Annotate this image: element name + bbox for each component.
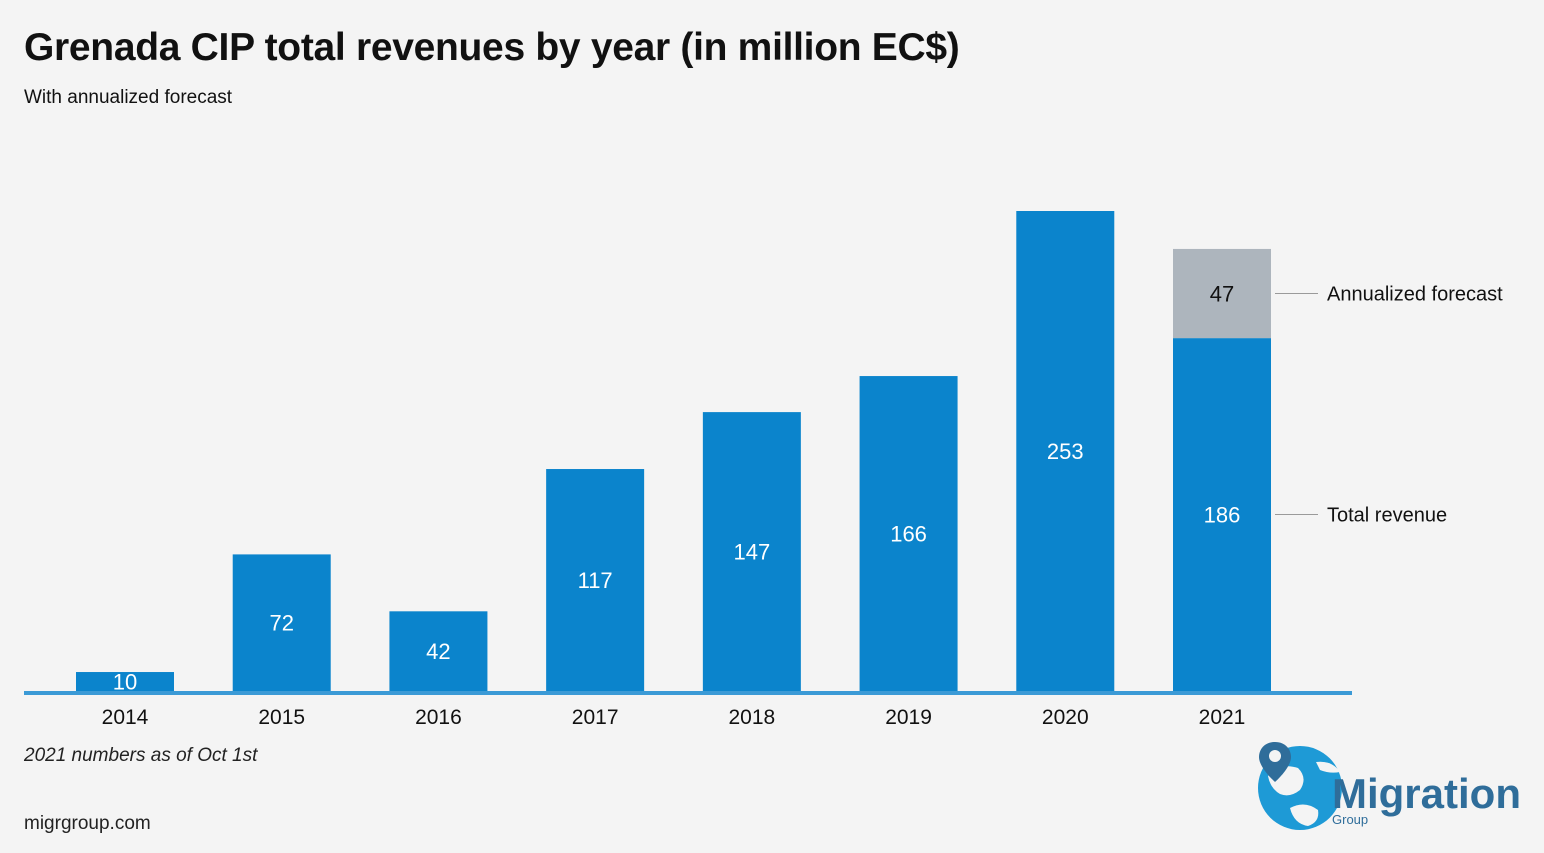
logo-wordmark: Migration — [1332, 770, 1521, 817]
value-labels-group: 10 72 42 117 147 166 253 186 47 — [113, 282, 1241, 695]
x-tick-label-2014: 2014 — [102, 706, 149, 729]
bar-revenue-2019 — [859, 376, 958, 691]
bar-revenue-2018 — [702, 412, 801, 691]
chart-title: Grenada CIP total revenues by year (in m… — [24, 26, 960, 69]
bar-revenue-2017 — [546, 469, 645, 691]
series-label-forecast: Annualized forecast — [1327, 284, 1503, 306]
chart-subtitle: With annualized forecast — [24, 87, 233, 108]
bar-revenue-2016 — [389, 611, 488, 691]
x-tick-label-2016: 2016 — [415, 706, 462, 729]
bar-forecast-2021 — [1173, 248, 1271, 339]
bar-revenue-2021 — [1173, 338, 1271, 691]
bar-revenue-2014 — [76, 672, 174, 691]
x-tick-label-2018: 2018 — [728, 706, 775, 729]
x-tick-label-2019: 2019 — [885, 706, 932, 729]
series-labels-group: Annualized forecast Total revenue — [1275, 284, 1503, 527]
value-label-forecast-2021: 47 — [1210, 282, 1234, 307]
logo: Migration Group — [1258, 742, 1521, 830]
x-tick-label-2017: 2017 — [572, 706, 619, 729]
x-tick-label-2020: 2020 — [1042, 706, 1089, 729]
value-label-revenue-2019: 166 — [890, 522, 927, 547]
bars-group — [76, 211, 1271, 691]
value-label-revenue-2017: 117 — [578, 568, 613, 593]
value-label-revenue-2018: 147 — [733, 540, 770, 565]
series-label-revenue: Total revenue — [1327, 505, 1447, 527]
x-tick-labels-group: 2014 2015 2016 2017 2018 2019 2020 2021 — [102, 706, 1246, 729]
footnote: 2021 numbers as of Oct 1st — [24, 745, 258, 766]
x-tick-label-2021: 2021 — [1199, 706, 1246, 729]
source-text: migrgroup.com — [24, 813, 151, 834]
value-label-revenue-2020: 253 — [1047, 439, 1084, 464]
x-tick-label-2015: 2015 — [258, 706, 305, 729]
value-label-revenue-2014: 10 — [113, 670, 137, 695]
logo-subtext: Group — [1332, 812, 1368, 827]
bar-revenue-2015 — [232, 554, 331, 691]
value-label-revenue-2015: 72 — [269, 611, 293, 636]
value-label-revenue-2021: 186 — [1204, 503, 1241, 528]
globe-pin-icon — [1258, 742, 1342, 830]
bar-revenue-2020 — [1016, 211, 1115, 691]
value-label-revenue-2016: 42 — [426, 639, 450, 664]
